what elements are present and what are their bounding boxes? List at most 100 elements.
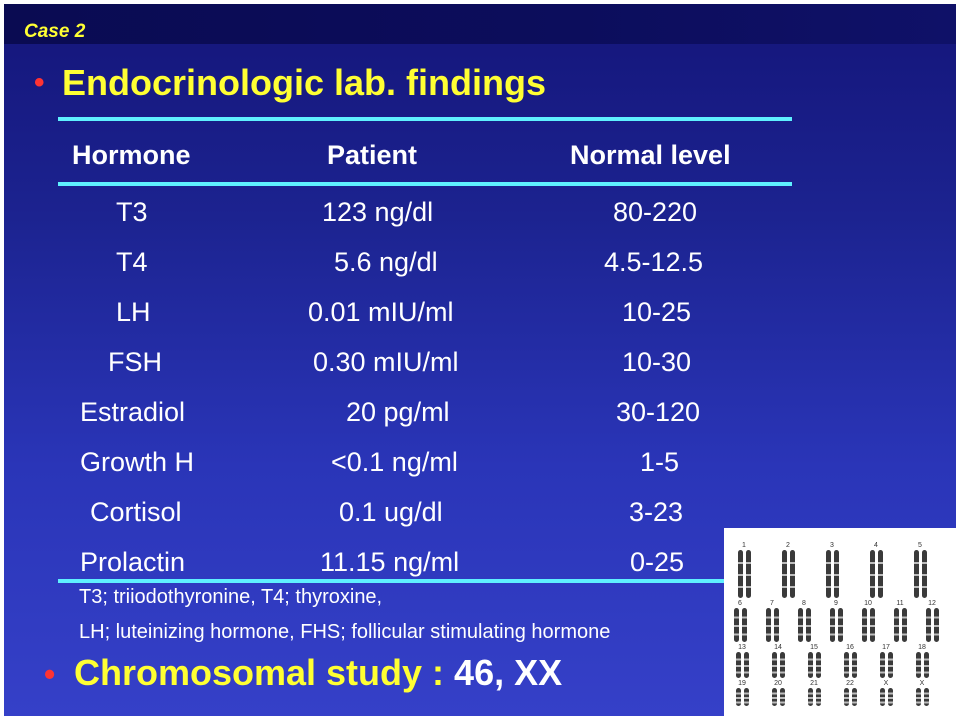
chromosome-number-label: 12 xyxy=(928,600,936,607)
normal-level-cell: 1-5 xyxy=(640,447,680,477)
chromosome-band xyxy=(782,574,787,576)
header-hormone: Hormone xyxy=(72,140,191,170)
chromosome-number-label: 5 xyxy=(918,542,922,549)
chromosome-band xyxy=(772,701,777,704)
chromosome-band xyxy=(808,658,813,661)
chromosome-number-label: 10 xyxy=(864,600,872,607)
chromosome-band xyxy=(766,633,771,636)
chromosome-band xyxy=(852,658,857,661)
chromosome-band xyxy=(852,671,857,674)
chromosome-band xyxy=(742,616,747,619)
chromosome-band xyxy=(774,625,779,627)
chromosome-number-label: 19 xyxy=(738,680,746,687)
chromosome-band xyxy=(914,586,919,588)
chromosome-number-label: 6 xyxy=(738,600,742,607)
table-rule-top xyxy=(58,117,792,121)
chromosome-band xyxy=(736,701,741,704)
chromosome-band xyxy=(816,665,821,667)
normal-level-cell: 30-120 xyxy=(616,397,701,427)
chromosome-band xyxy=(888,658,893,661)
chromosome-label: Chromosomal study : xyxy=(74,652,455,693)
chromosome-band xyxy=(838,633,843,636)
chromosome-band xyxy=(772,665,777,667)
chromosome-band xyxy=(878,562,883,564)
chromosome-band xyxy=(926,625,931,627)
patient-value-cell: 0.01 mIU/ml xyxy=(308,297,454,327)
chromosome-band xyxy=(916,692,921,695)
chromosome-band xyxy=(772,671,777,674)
chromosome-band xyxy=(774,633,779,636)
case-label: Case 2 xyxy=(24,21,86,42)
chromosome-band xyxy=(734,616,739,619)
chromosome-band xyxy=(838,625,843,627)
patient-value-cell: 20 pg/ml xyxy=(346,397,450,427)
chromosome-band xyxy=(902,616,907,619)
chromosome-band xyxy=(744,658,749,661)
chromosome-band xyxy=(830,616,835,619)
chromosome-band xyxy=(880,701,885,704)
chromosome-band xyxy=(914,574,919,576)
chromosome-band xyxy=(826,586,831,588)
chromosome-number-label: 2 xyxy=(786,542,790,549)
chromosome-band xyxy=(862,616,867,619)
chromosome-band xyxy=(808,701,813,704)
chromosome-band xyxy=(816,692,821,695)
slide-title: Endocrinologic lab. findings xyxy=(62,62,546,103)
chromosome-band xyxy=(844,671,849,674)
chromosome-band xyxy=(844,701,849,704)
chromosome-band xyxy=(924,701,929,704)
chromosome-band xyxy=(894,616,899,619)
chromosome-band xyxy=(738,586,743,588)
chromosome-band xyxy=(852,665,857,667)
chromosome-band xyxy=(782,586,787,588)
chromosome-band xyxy=(916,701,921,704)
patient-value-cell: 11.15 ng/ml xyxy=(320,547,460,577)
chromosome-band xyxy=(916,671,921,674)
chromosome-number-label: 22 xyxy=(846,680,854,687)
chromosome-band xyxy=(746,574,751,576)
chromosome-band xyxy=(870,625,875,627)
chromosome-band xyxy=(772,692,777,695)
chromosome-band xyxy=(780,665,785,667)
hormone-cell: Cortisol xyxy=(90,497,182,527)
chromosome-band xyxy=(780,658,785,661)
header-normal-level: Normal level xyxy=(570,140,731,170)
chromosome-number-label: 9 xyxy=(834,600,838,607)
chromosome-band xyxy=(878,574,883,576)
chromosome-band xyxy=(780,697,785,699)
chromosome-band xyxy=(916,658,921,661)
abbreviation-note: T3; triiodothyronine, T4; thyroxine, xyxy=(79,586,383,608)
chromosome-band xyxy=(808,697,813,699)
chromosome-band xyxy=(808,671,813,674)
chromosome-band xyxy=(826,574,831,576)
chromosome-band xyxy=(746,562,751,564)
chromosome-band xyxy=(888,665,893,667)
chromosome-band xyxy=(736,665,741,667)
chromosome-band xyxy=(734,633,739,636)
chromosome-band xyxy=(816,658,821,661)
chromosome-band xyxy=(888,701,893,704)
chromosome-band xyxy=(924,671,929,674)
chromosome-band xyxy=(926,616,931,619)
chromosome-number-label: 17 xyxy=(882,644,890,651)
chromosome-band xyxy=(772,658,777,661)
hormone-cell: Estradiol xyxy=(80,397,186,427)
chromosome-band xyxy=(924,697,929,699)
chromosome-band xyxy=(844,692,849,695)
chromosome-band xyxy=(916,665,921,667)
chromosome-band xyxy=(766,616,771,619)
chromosome-band xyxy=(798,616,803,619)
chromosome-band xyxy=(738,562,743,564)
chromosome-band xyxy=(922,586,927,588)
chromosome-band xyxy=(894,625,899,627)
hormone-cell: FSH xyxy=(108,347,162,377)
chromosome-band xyxy=(862,633,867,636)
chromosome-band xyxy=(852,701,857,704)
chromosome-band xyxy=(774,616,779,619)
chromosome-finding: Chromosomal study : 46, XX xyxy=(74,652,562,694)
chromosome-band xyxy=(934,625,939,627)
chromosome-band xyxy=(880,697,885,699)
chromosome-band xyxy=(736,697,741,699)
chromosome-band xyxy=(914,562,919,564)
patient-value-cell: <0.1 ng/ml xyxy=(331,447,458,477)
